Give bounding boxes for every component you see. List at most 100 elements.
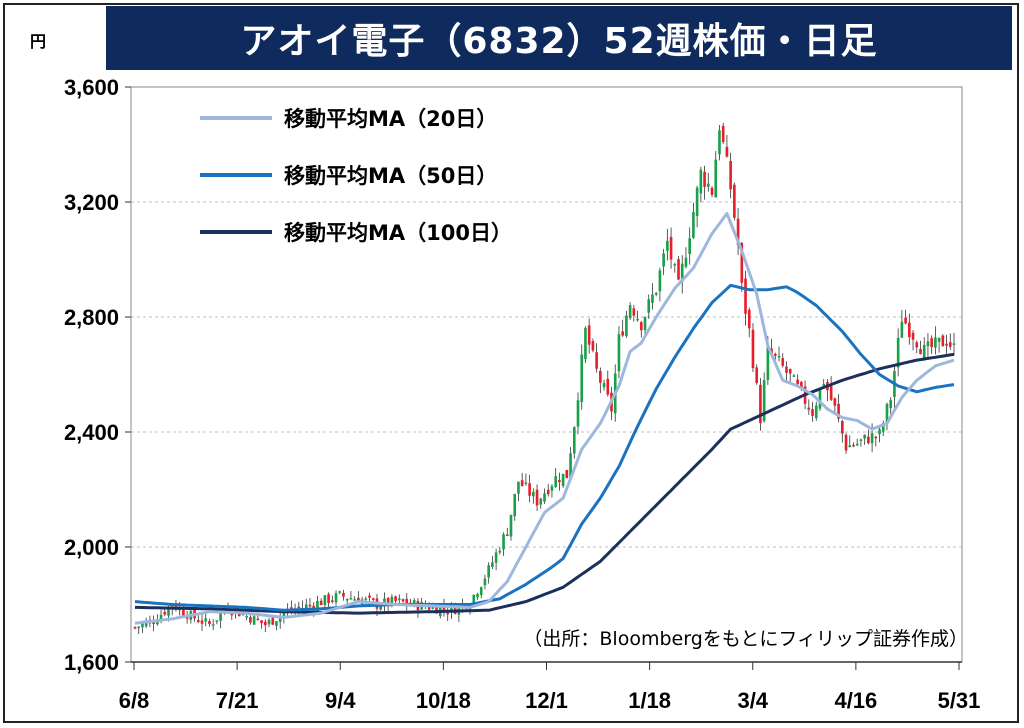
candle-body	[881, 423, 885, 432]
candle-body	[167, 607, 170, 616]
candle-body	[874, 436, 878, 439]
legend-label: 移動平均MA（20日）	[284, 107, 497, 131]
candle-body	[706, 183, 710, 187]
candle-body	[245, 616, 248, 618]
candle-body	[345, 598, 349, 601]
candle-body	[487, 565, 490, 578]
candle-body	[867, 436, 870, 444]
candle-body	[628, 305, 632, 319]
candle-body	[513, 494, 517, 517]
candle-body	[643, 317, 647, 331]
candle-body	[837, 403, 840, 419]
candle-body	[156, 621, 159, 625]
candle-body	[651, 294, 654, 303]
y-tick-label: 1,600	[64, 650, 119, 675]
candle-body	[658, 270, 662, 292]
candle-body	[323, 595, 327, 605]
candle-body	[483, 578, 487, 586]
candle-body	[911, 332, 915, 340]
candle-body	[144, 621, 148, 627]
candle-body	[572, 427, 576, 454]
legend: 移動平均MA（20日） 移動平均MA（50日） 移動平均MA（100日）	[200, 107, 512, 245]
candle-body	[710, 187, 714, 195]
candle-body	[211, 624, 215, 626]
candle-body	[766, 345, 770, 381]
candle-body	[379, 606, 383, 610]
candle-body	[654, 292, 658, 295]
candle-body	[196, 619, 200, 623]
candle-body	[532, 491, 535, 497]
candle-body	[941, 335, 945, 347]
candle-body	[446, 612, 450, 615]
candle-body	[733, 184, 736, 218]
candle-body	[308, 604, 312, 607]
candle-body	[900, 321, 904, 338]
candle-body	[617, 334, 621, 372]
candle-body	[137, 626, 141, 629]
legend-label: 移動平均MA（100日）	[284, 221, 512, 245]
candle-body	[390, 596, 394, 605]
candle-body	[528, 483, 531, 496]
candle-body	[431, 606, 435, 609]
x-tick-label: 3/4	[737, 688, 768, 713]
candle-body	[520, 480, 524, 486]
candle-body	[632, 308, 636, 316]
candle-body	[543, 493, 546, 502]
candle-body	[271, 617, 275, 625]
candle-body	[330, 600, 334, 602]
candle-body	[919, 348, 922, 355]
candle-body	[740, 243, 744, 283]
candle-body	[368, 595, 371, 598]
candle-body	[684, 257, 688, 267]
candle-body	[312, 605, 316, 610]
candle-body	[788, 368, 792, 374]
candle-body	[814, 405, 818, 419]
candle-body	[680, 263, 684, 282]
candle-body	[476, 593, 479, 598]
candle-body	[569, 453, 572, 478]
candle-body	[829, 386, 833, 400]
candle-body	[554, 476, 557, 488]
candle-body	[896, 337, 900, 368]
candle-body	[800, 381, 803, 388]
candle-body	[509, 514, 513, 537]
candle-body	[505, 534, 509, 537]
x-tick-label: 10/18	[416, 688, 471, 713]
candle-body	[747, 309, 751, 329]
candle-body	[714, 159, 718, 198]
candle-body	[304, 604, 308, 609]
candle-body	[636, 318, 639, 321]
candle-body	[841, 420, 844, 434]
candle-body	[833, 398, 837, 406]
candle-body	[349, 598, 353, 600]
candle-body	[818, 388, 822, 409]
moving-average-lines	[134, 212, 955, 625]
candle-body	[744, 278, 747, 314]
candle-body	[494, 552, 498, 563]
candle-body	[342, 592, 345, 597]
candle-body	[472, 594, 476, 604]
candle-body	[915, 342, 919, 348]
candle-body	[561, 473, 565, 487]
candle-body	[263, 621, 267, 626]
candle-body	[517, 481, 520, 494]
candle-body	[695, 187, 699, 216]
candle-body	[397, 598, 401, 600]
candle-body	[669, 236, 673, 260]
candle-body	[904, 317, 907, 324]
candle-body	[595, 352, 598, 369]
candle-body	[718, 130, 721, 155]
candle-body	[688, 238, 692, 254]
x-tick-label: 5/31	[938, 688, 981, 713]
candle-body	[934, 337, 937, 348]
candle-body	[878, 429, 881, 435]
legend-label: 移動平均MA（50日）	[284, 164, 497, 188]
candle-body	[159, 614, 163, 622]
candle-body	[625, 315, 628, 337]
candle-body	[412, 600, 416, 606]
y-tick-label: 3,600	[64, 75, 119, 100]
candle-body	[937, 337, 941, 342]
ma100-line	[135, 352, 955, 615]
x-tick-label: 6/8	[119, 688, 150, 713]
